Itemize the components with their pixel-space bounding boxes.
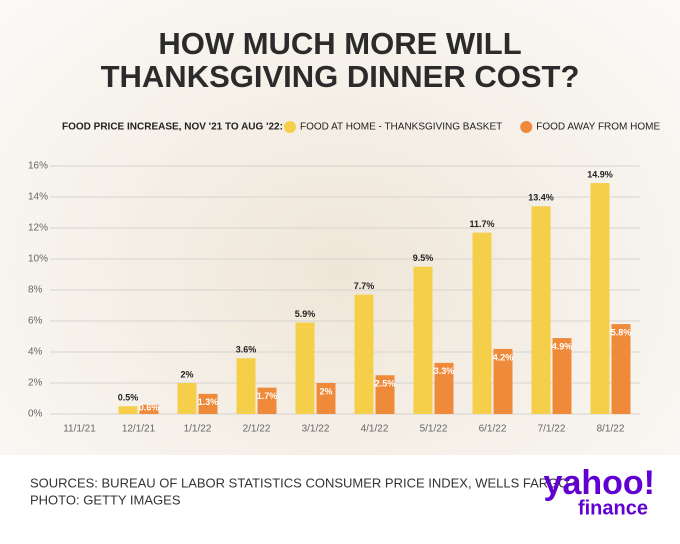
value-label: 9.5%: [413, 253, 434, 263]
value-label: 13.4%: [528, 193, 554, 203]
legend-label: FOOD AWAY FROM HOME: [536, 122, 660, 133]
x-tick-label: 12/1/21: [122, 424, 156, 435]
bar: [434, 362, 454, 414]
legend-label: FOOD AT HOME - THANKSGIVING BASKET: [300, 122, 502, 133]
x-tick-label: 4/1/22: [361, 424, 389, 435]
bar: [236, 358, 256, 414]
bar: [590, 183, 610, 414]
x-tick-label: 7/1/22: [538, 424, 566, 435]
bar: [531, 206, 551, 414]
bar: [413, 266, 433, 414]
sources: SOURCES: BUREAU OF LABOR STATISTICS CONS…: [30, 475, 577, 490]
bar: [295, 322, 315, 414]
y-tick-label: 4%: [28, 347, 43, 358]
bar: [198, 393, 218, 414]
x-tick-label: 6/1/22: [479, 424, 507, 435]
bar: [139, 404, 159, 414]
bar: [354, 294, 374, 414]
x-tick-label: 3/1/22: [302, 424, 330, 435]
sources: PHOTO: GETTY IMAGES: [30, 492, 181, 507]
x-tick-label: 1/1/22: [184, 424, 212, 435]
bar: [493, 348, 513, 414]
bar: [472, 232, 492, 414]
value-label: 3.6%: [236, 345, 257, 355]
y-tick-label: 14%: [28, 192, 48, 203]
bar: [375, 375, 395, 414]
value-label: 2%: [319, 386, 332, 396]
bar: [552, 338, 572, 414]
value-label: 2%: [180, 369, 193, 379]
value-label: 14.9%: [587, 169, 613, 179]
legend-swatch: [284, 121, 296, 133]
bar: [316, 383, 336, 414]
y-tick-label: 16%: [28, 161, 48, 172]
value-label: 0.5%: [118, 393, 139, 403]
y-tick-label: 12%: [28, 223, 48, 234]
legend-title: FOOD PRICE INCREASE, NOV '21 TO AUG '22:: [62, 122, 283, 133]
legend-swatch: [520, 121, 533, 133]
value-label: 4.9%: [552, 341, 573, 351]
bar: [118, 406, 138, 414]
y-tick-label: 2%: [28, 378, 43, 389]
value-label: 11.7%: [469, 219, 494, 229]
x-tick-label: 2/1/22: [243, 424, 271, 435]
logo: yahoo!: [544, 464, 655, 502]
footer-background: [0, 455, 680, 544]
x-tick-label: 5/1/22: [420, 424, 448, 435]
logo: finance: [578, 497, 648, 519]
value-label: 3.3%: [434, 366, 455, 376]
y-tick-label: 8%: [28, 285, 43, 296]
value-label: 0.6%: [139, 402, 160, 412]
y-tick-label: 10%: [28, 254, 48, 265]
y-tick-label: 0%: [28, 409, 43, 420]
value-label: 1.7%: [257, 391, 278, 401]
bar: [177, 383, 197, 414]
bar: [257, 387, 277, 414]
value-label: 7.7%: [354, 281, 375, 291]
bar: [611, 324, 631, 414]
value-label: 5.8%: [611, 327, 632, 337]
value-label: 2.5%: [375, 379, 396, 389]
value-label: 4.2%: [493, 352, 514, 362]
chart-title: HOW MUCH MORE WILL: [158, 26, 521, 61]
x-tick-label: 8/1/22: [597, 424, 625, 435]
x-tick-label: 11/1/21: [63, 424, 96, 435]
y-tick-label: 6%: [28, 316, 43, 327]
value-label: 5.9%: [295, 309, 316, 319]
value-label: 1.3%: [198, 397, 219, 407]
chart-title: THANKSGIVING DINNER COST?: [101, 59, 580, 94]
